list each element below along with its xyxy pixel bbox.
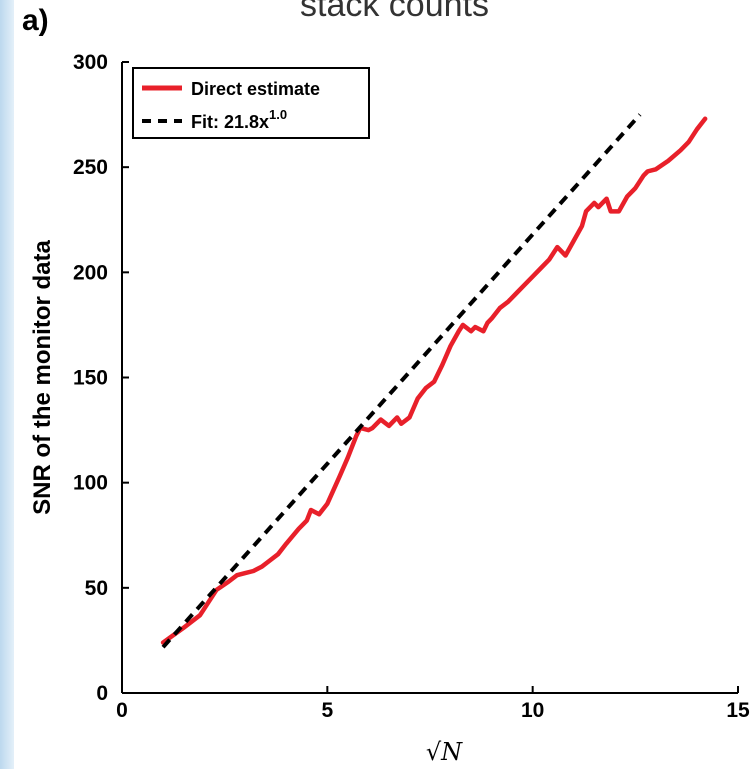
x-tick-label: 15	[726, 699, 750, 722]
side-gradient-strip	[0, 0, 14, 769]
plot-area	[160, 113, 708, 649]
legend-box	[132, 67, 370, 139]
legend: Direct estimate Fit: 21.8x1.0	[132, 67, 370, 139]
x-axis-title: √N	[426, 738, 463, 766]
legend-label-fit-base: Fit: 21.8x	[191, 112, 269, 132]
y-tick-label: 50	[85, 577, 108, 600]
x-tick-label: 5	[321, 699, 333, 722]
legend-label-direct-estimate: Direct estimate	[191, 79, 320, 99]
legend-label-fit-exponent: 1.0	[269, 107, 287, 122]
legend-label-fit: Fit: 21.8x1.0	[191, 107, 287, 132]
series-line-direct-estimate	[160, 116, 708, 645]
x-tick-label: 10	[521, 699, 544, 722]
axes: 0 50 100 150 200 250 300 0 5 10 15	[73, 51, 750, 722]
panel-label: a)	[22, 4, 49, 37]
y-tick-label: 0	[96, 682, 108, 705]
y-tick-label: 100	[73, 472, 108, 495]
header-caption: stack counts	[300, 0, 489, 24]
y-tick-label: 250	[73, 156, 108, 179]
y-tick-label: 300	[73, 51, 108, 74]
y-axis-title: SNR of the monitor data	[29, 240, 56, 515]
y-tick-label: 200	[73, 261, 108, 284]
x-tick-label: 0	[116, 699, 128, 722]
series-line-fit	[161, 113, 642, 649]
y-tick-label: 150	[73, 367, 108, 390]
